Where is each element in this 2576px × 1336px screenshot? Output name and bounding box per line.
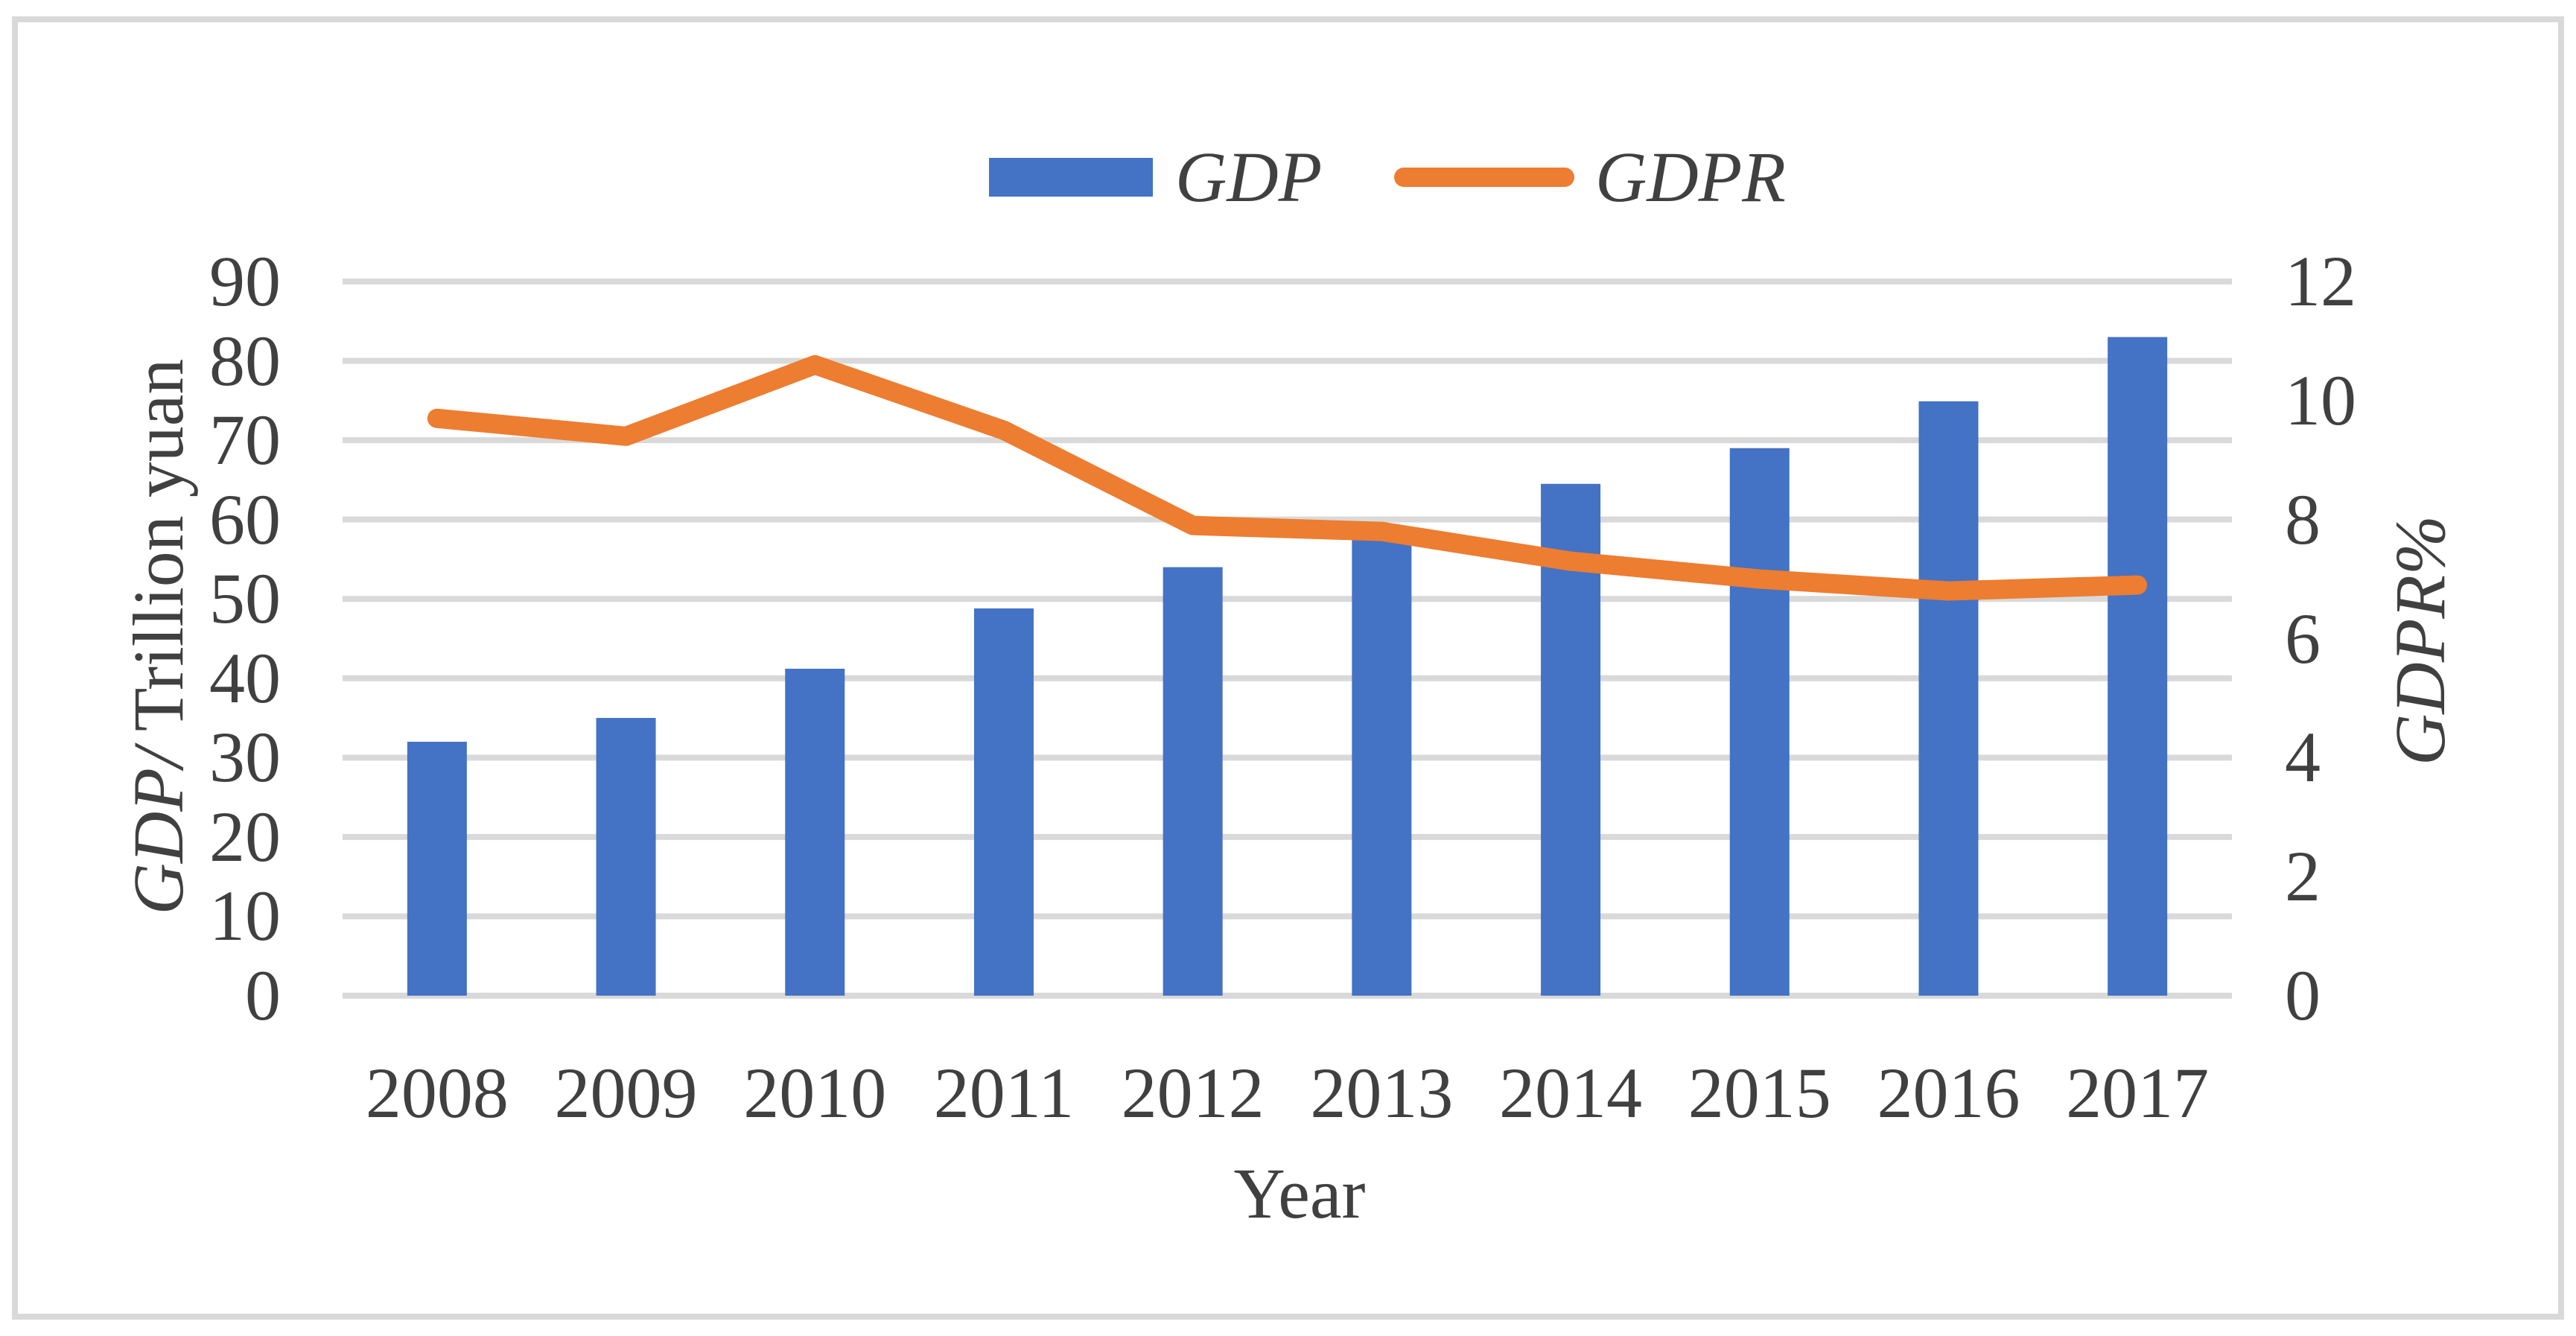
left-axis-tick-label: 20 [209, 796, 281, 877]
gdp-bar [1729, 448, 1790, 996]
gridlines [343, 279, 2232, 999]
left-axis-tick-label: 40 [209, 637, 281, 718]
left-axis-tick-label: 90 [209, 241, 281, 321]
x-axis-tick-label: 2017 [2066, 1053, 2210, 1133]
x-axis-tick-label: 2012 [1121, 1053, 1265, 1133]
gdp-bar [1352, 538, 1412, 996]
right-axis-tick-label: 2 [2285, 836, 2321, 917]
right-axis-tick-label: 10 [2285, 360, 2356, 440]
x-axis-tick-label: 2010 [743, 1053, 887, 1133]
x-axis-tick-label: 2014 [1499, 1053, 1643, 1133]
right-axis-title: GDPR% [2380, 515, 2460, 766]
right-axis-tick-label: 6 [2285, 598, 2321, 678]
x-axis-title: Year [1233, 1154, 1366, 1233]
x-axis-tick-label: 2008 [365, 1053, 509, 1133]
left-axis-tick-label: 0 [245, 955, 281, 1035]
x-axis-tick-label: 2011 [933, 1053, 1075, 1133]
left-axis-tick-label: 60 [209, 479, 281, 559]
gdpr-legend-swatch [1394, 168, 1574, 187]
gdp-bar-series [407, 337, 2168, 996]
gdp-bar [2108, 337, 2168, 996]
x-axis-tick-label: 2015 [1688, 1053, 1831, 1133]
x-axis-tick-label: 2009 [554, 1053, 698, 1133]
gdp-bar [1163, 567, 1223, 996]
left-axis-tick-label: 30 [209, 717, 281, 798]
gdp-bar [1918, 401, 1979, 996]
gdpr-line [427, 354, 2148, 601]
gdp-legend-swatch [989, 158, 1153, 197]
right-axis-tick-label: 0 [2285, 955, 2321, 1035]
left-axis-tick-label: 10 [209, 876, 281, 956]
x-axis-tick-label: 2013 [1310, 1053, 1454, 1133]
gdp-bar [596, 718, 656, 996]
gdp-legend-label: GDP [1175, 137, 1323, 217]
x-axis-tick-label: 2016 [1877, 1053, 2020, 1133]
right-axis-tick-label: 8 [2285, 479, 2321, 559]
figure-border [12, 16, 2564, 1320]
left-axis-tick-label: 80 [209, 320, 281, 401]
left-axis-tick-label: 50 [209, 559, 281, 639]
gdp-bar [407, 742, 467, 996]
gdp-bar [785, 668, 845, 996]
gdp-bar [973, 608, 1034, 996]
gdpr-legend-label: GDPR [1595, 137, 1786, 217]
left-axis-tick-label: 70 [209, 400, 281, 480]
gdpr-line-series [427, 354, 2148, 601]
right-axis-tick-label: 12 [2285, 241, 2356, 321]
right-axis-tick-label: 4 [2285, 717, 2321, 798]
